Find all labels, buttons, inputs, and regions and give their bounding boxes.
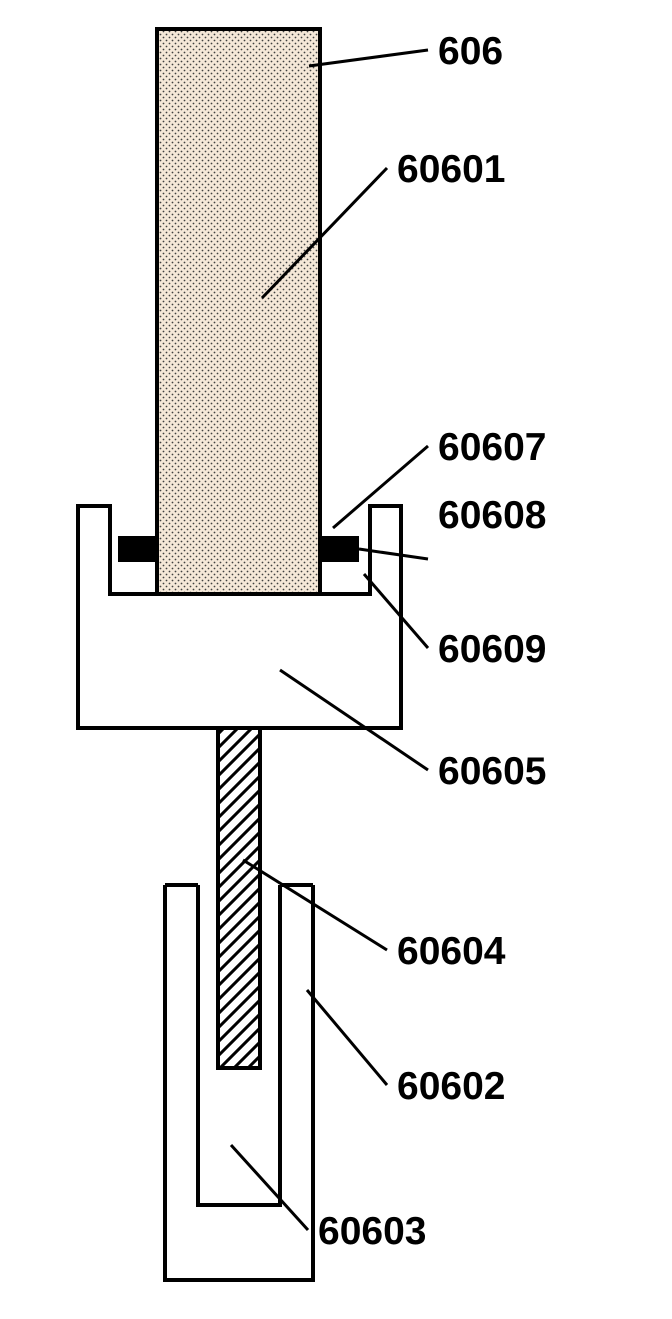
ring-left: [118, 536, 157, 562]
label-60608: 60608: [438, 494, 546, 538]
label-60602: 60602: [397, 1065, 505, 1109]
leader-606: [309, 50, 428, 66]
label-60609: 60609: [438, 628, 546, 672]
engineering-diagram: [0, 0, 672, 1319]
label-60601: 60601: [397, 148, 505, 192]
label-60607: 60607: [438, 426, 546, 470]
label-60603: 60603: [318, 1210, 426, 1254]
dotted-column: [157, 29, 320, 594]
leader-60603: [231, 1145, 308, 1230]
hatched-rod: [218, 728, 260, 1068]
label-60604: 60604: [397, 930, 505, 974]
label-60605: 60605: [438, 750, 546, 794]
label-606: 606: [438, 30, 503, 74]
ring-right: [320, 536, 359, 562]
leader-60602: [307, 990, 387, 1085]
